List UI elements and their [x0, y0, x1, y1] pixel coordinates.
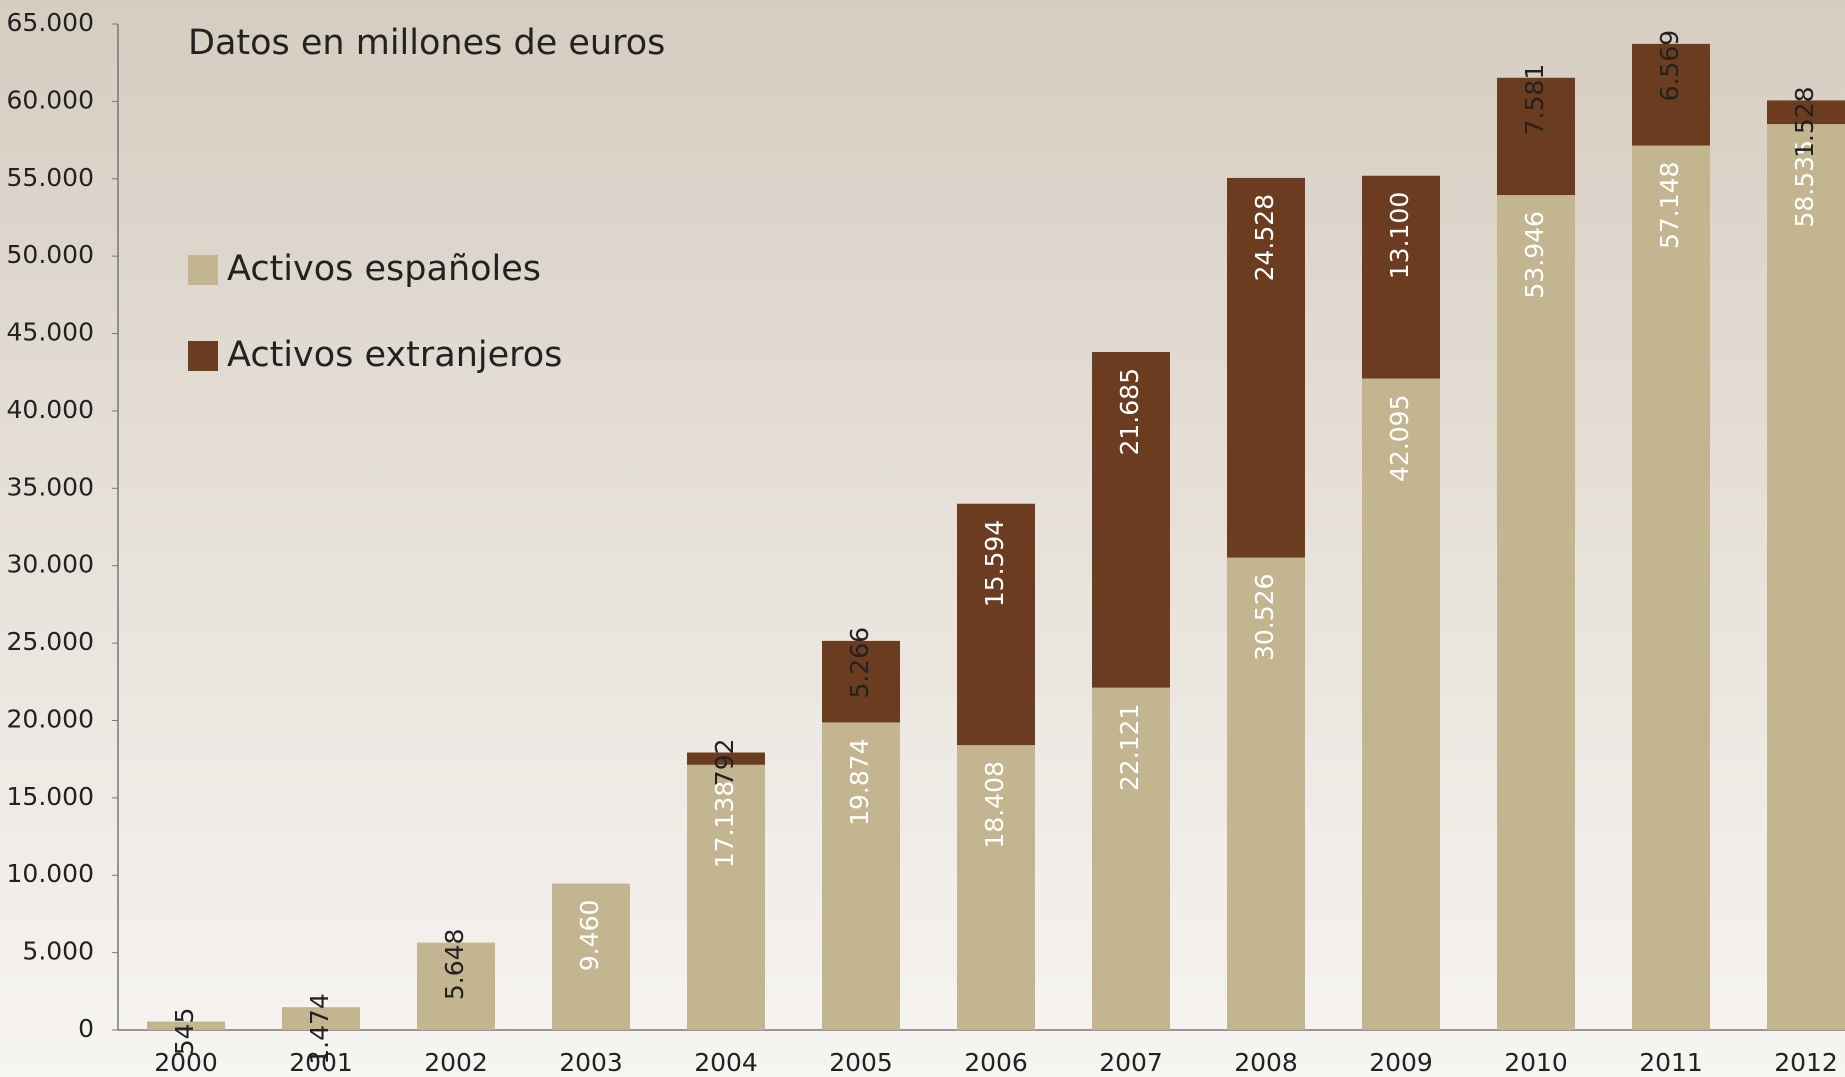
data-label: 42.095	[1385, 394, 1414, 481]
x-tick-label: 2003	[559, 1048, 623, 1077]
legend-swatch	[188, 255, 218, 285]
bar-segment	[1227, 557, 1305, 1030]
bar-segment	[147, 1021, 225, 1030]
data-label: 21.685	[1115, 368, 1144, 455]
data-label: 24.528	[1250, 194, 1279, 281]
bar-segment	[957, 503, 1035, 746]
x-tick-label: 2010	[1504, 1048, 1568, 1077]
bar-segment	[822, 722, 900, 1030]
bar-segment	[1767, 124, 1845, 1031]
x-tick-label: 2004	[694, 1048, 758, 1077]
data-label: 545	[170, 1008, 199, 1056]
x-tick-label: 2007	[1099, 1048, 1163, 1077]
y-tick-label: 40.000	[7, 395, 94, 424]
chart-title: Datos en millones de euros	[188, 23, 665, 63]
data-label: 7.581	[1520, 64, 1549, 136]
y-tick-label: 20.000	[7, 704, 94, 733]
bar-segment	[1632, 43, 1710, 146]
data-label: 13.100	[1385, 192, 1414, 279]
y-tick-label: 35.000	[7, 472, 94, 501]
y-tick-label: 5.000	[22, 937, 94, 966]
x-tick-label: 2011	[1639, 1048, 1703, 1077]
y-tick-label: 10.000	[7, 859, 94, 888]
y-tick-label: 55.000	[7, 163, 94, 192]
bar-segment	[417, 942, 495, 1030]
legend-label: Activos españoles	[227, 249, 541, 289]
y-tick-label: 15.000	[7, 782, 94, 811]
data-label: 1.528	[1790, 86, 1819, 158]
x-tick-label: 2012	[1774, 1048, 1838, 1077]
bar-segment	[822, 640, 900, 723]
y-tick-label: 45.000	[7, 318, 94, 347]
data-label: 58.535	[1790, 140, 1819, 227]
data-label: 17.138	[710, 781, 739, 868]
y-tick-label: 65.000	[7, 8, 94, 37]
data-label: 18.408	[980, 761, 1009, 848]
data-label: 6.569	[1655, 30, 1684, 102]
y-tick-label: 30.000	[7, 550, 94, 579]
data-label: 9.460	[575, 900, 604, 972]
bar-segment	[687, 764, 765, 1030]
data-label: 53.946	[1520, 211, 1549, 298]
bar-segment	[1227, 177, 1305, 558]
x-tick-label: 2005	[829, 1048, 893, 1077]
bar-segment	[1362, 175, 1440, 379]
bar-segment	[1632, 145, 1710, 1031]
x-tick-label: 2008	[1234, 1048, 1298, 1077]
bar-segment	[282, 1007, 360, 1030]
bar-segment	[1497, 195, 1575, 1030]
bar-segment	[957, 745, 1035, 1030]
x-tick-label: 2009	[1369, 1048, 1433, 1077]
data-label: 19.874	[845, 738, 874, 825]
data-label: 792	[710, 738, 739, 786]
bar-segment	[1092, 687, 1170, 1030]
data-label: 5.266	[845, 627, 874, 699]
bar-segment	[552, 883, 630, 1030]
y-tick-label: 25.000	[7, 627, 94, 656]
data-label: 22.121	[1115, 704, 1144, 791]
data-label: 15.594	[980, 520, 1009, 607]
bar-segment	[1092, 352, 1170, 688]
y-tick-label: 50.000	[7, 240, 94, 269]
data-label: 30.526	[1250, 574, 1279, 661]
x-tick-label: 2002	[424, 1048, 488, 1077]
bar-segment	[1767, 100, 1845, 125]
y-tick-label: 0	[78, 1014, 94, 1043]
x-tick-label: 2000	[154, 1048, 218, 1077]
x-tick-label: 2001	[289, 1048, 353, 1077]
bar-segment	[687, 752, 765, 765]
bar-segment	[1497, 77, 1575, 196]
legend-swatch	[188, 341, 218, 371]
y-tick-label: 60.000	[7, 85, 94, 114]
data-label: 57.148	[1655, 162, 1684, 249]
legend-label: Activos extranjeros	[227, 335, 562, 375]
data-label: 1.474	[305, 993, 334, 1065]
bar-segment	[1362, 378, 1440, 1031]
x-tick-label: 2006	[964, 1048, 1028, 1077]
data-label: 5.648	[440, 929, 469, 1001]
